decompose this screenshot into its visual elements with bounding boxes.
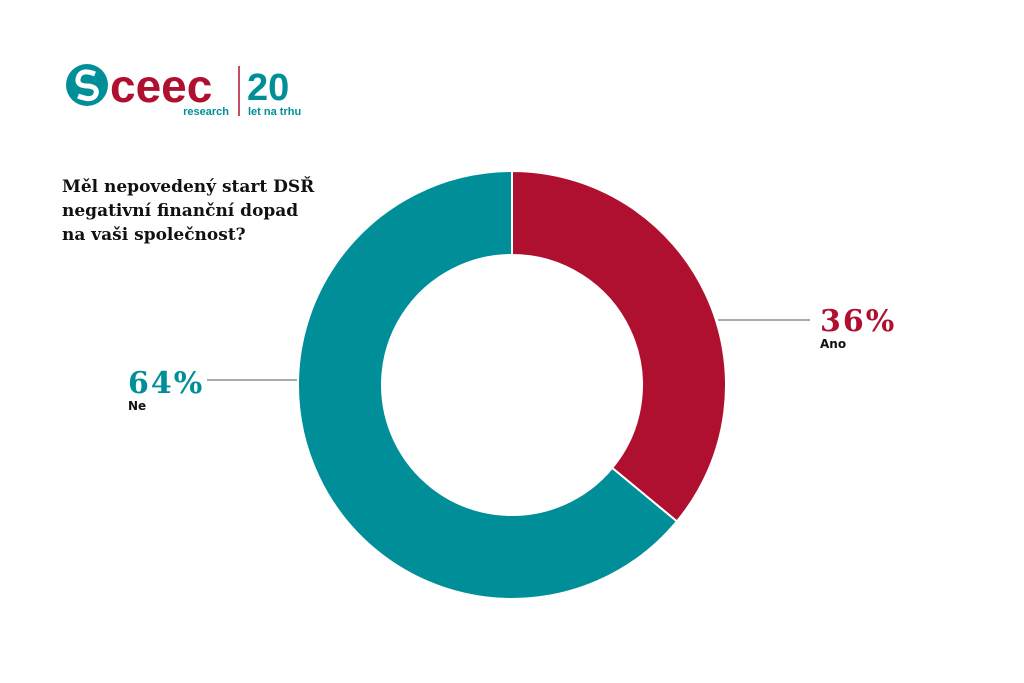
value-label: 64% (128, 366, 204, 401)
title-line: Měl nepovedený start DSŘ (62, 176, 315, 197)
logo-name: ceec (110, 60, 212, 112)
category-label: Ano (820, 337, 846, 351)
logo: ceec research 20 let na trhu (66, 60, 301, 118)
category-label: Ne (128, 399, 146, 413)
value-label: 36% (820, 304, 896, 339)
donut-slice (297, 169, 679, 600)
title-line: na vaši společnost? (62, 225, 246, 245)
donut-slice (511, 169, 727, 523)
logo-sub: research (183, 106, 229, 118)
chart-title: Měl nepovedený start DSŘ negativní finan… (62, 176, 315, 245)
logo-years-sub: let na trhu (248, 106, 301, 118)
title-line: negativní finanční dopad (62, 201, 298, 221)
logo-years: 20 (247, 67, 289, 109)
logo-icon-symbol (75, 69, 99, 102)
